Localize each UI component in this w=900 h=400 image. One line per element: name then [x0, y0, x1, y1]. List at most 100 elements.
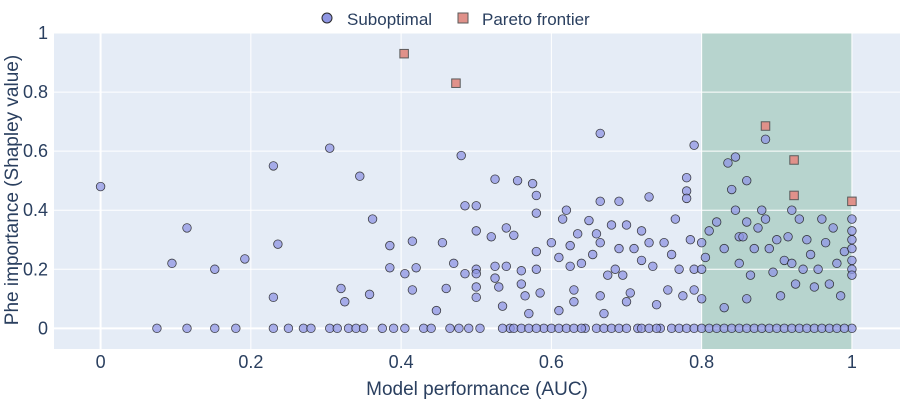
- data-point-suboptimal: [273, 239, 283, 249]
- data-point-suboptimal: [689, 140, 699, 150]
- legend-marker-suboptimal: [321, 12, 333, 24]
- y-tick-label: 1: [38, 23, 48, 43]
- data-point-suboptimal: [268, 292, 279, 303]
- data-point-suboptimal: [787, 205, 797, 215]
- data-point-suboptimal: [828, 223, 838, 233]
- data-point-suboptimal: [152, 323, 162, 334]
- data-point-suboptimal: [775, 291, 786, 301]
- y-axis-title: Phe importance (Shapley value): [2, 55, 23, 325]
- data-point-suboptimal: [621, 297, 632, 307]
- data-point-suboptimal: [460, 268, 470, 279]
- data-point-suboptimal: [753, 223, 763, 233]
- data-point-suboptimal: [595, 237, 605, 248]
- data-point-suboptimal: [95, 181, 106, 192]
- data-point-suboptimal: [471, 292, 481, 303]
- data-point-suboptimal: [531, 264, 542, 274]
- data-point-suboptimal: [471, 282, 481, 292]
- data-point-suboptimal: [824, 279, 835, 289]
- data-point-suboptimal: [167, 258, 177, 269]
- data-point-suboptimal: [723, 158, 733, 168]
- data-point-suboptimal: [738, 232, 748, 242]
- data-point-suboptimal: [306, 323, 316, 334]
- data-point-suboptimal: [531, 323, 542, 334]
- data-point-suboptimal: [809, 282, 820, 292]
- data-point-suboptimal: [407, 285, 418, 295]
- y-axis-ticks: 0 0.2 0.4 0.6 0.8 1: [23, 23, 48, 338]
- data-point-pareto: [789, 155, 799, 165]
- data-point-suboptimal: [711, 217, 722, 227]
- data-point-suboptimal: [460, 201, 470, 211]
- data-point-suboptimal: [757, 205, 767, 215]
- data-point-pareto: [451, 78, 461, 88]
- data-point-suboptimal: [490, 273, 500, 283]
- data-point-suboptimal: [182, 223, 192, 233]
- data-point-suboptimal: [610, 264, 620, 274]
- series-suboptimal: [95, 128, 857, 334]
- data-point-suboptimal: [719, 302, 729, 313]
- data-point-suboptimal: [456, 150, 466, 161]
- data-point-suboptimal: [475, 323, 485, 334]
- y-tick-label: 0.2: [23, 259, 48, 279]
- data-point-suboptimal: [742, 175, 752, 186]
- data-point-suboptimal: [336, 283, 346, 294]
- data-point-suboptimal: [847, 270, 857, 280]
- x-tick-label: 0.2: [238, 352, 263, 372]
- x-tick-label: 0: [96, 352, 106, 372]
- data-point-suboptimal: [599, 308, 609, 319]
- data-point-suboptimal: [760, 214, 771, 224]
- legend-label-suboptimal: Suboptimal: [347, 10, 432, 29]
- data-point-suboptimal: [644, 192, 654, 202]
- data-point-suboptimal: [820, 237, 831, 248]
- data-point-suboptimal: [794, 214, 805, 224]
- data-point-suboptimal: [400, 323, 410, 334]
- data-point-suboptimal: [685, 235, 696, 245]
- data-point-suboptimal: [644, 237, 654, 248]
- data-point-suboptimal: [764, 243, 774, 254]
- x-tick-label: 0.8: [689, 352, 714, 372]
- data-point-suboptimal: [497, 323, 508, 334]
- data-point-suboptimal: [696, 264, 707, 274]
- data-point-suboptimal: [595, 291, 605, 301]
- data-point-suboptimal: [231, 323, 241, 334]
- data-point-suboptimal: [182, 323, 192, 334]
- data-point-suboptimal: [670, 214, 681, 224]
- data-point-suboptimal: [497, 301, 508, 311]
- data-point-suboptimal: [576, 258, 587, 269]
- data-point-suboptimal: [441, 283, 451, 294]
- data-point-suboptimal: [768, 267, 778, 277]
- data-point-suboptimal: [240, 254, 250, 264]
- data-point-suboptimal: [817, 214, 827, 224]
- legend: Suboptimal Pareto frontier: [321, 10, 590, 29]
- data-point-suboptimal: [554, 252, 564, 263]
- x-tick-label: 0.6: [539, 352, 564, 372]
- data-point-suboptimal: [449, 258, 459, 269]
- highlight-band: [701, 33, 852, 349]
- data-point-suboptimal: [340, 297, 350, 307]
- data-point-pareto: [760, 121, 771, 131]
- data-point-suboptimal: [621, 323, 632, 334]
- data-point-suboptimal: [471, 201, 481, 211]
- data-point-suboptimal: [210, 323, 220, 334]
- data-point-suboptimal: [531, 208, 542, 218]
- data-point-suboptimal: [730, 152, 741, 162]
- data-point-suboptimal: [210, 264, 220, 274]
- data-point-suboptimal: [618, 270, 628, 280]
- data-point-suboptimal: [636, 255, 647, 266]
- data-point-suboptimal: [700, 252, 711, 263]
- data-point-suboptimal: [651, 300, 662, 310]
- data-point-suboptimal: [388, 323, 399, 334]
- data-point-suboptimal: [407, 236, 418, 246]
- data-point-suboptimal: [490, 261, 500, 272]
- x-tick-label: 1: [847, 352, 857, 372]
- data-point-suboptimal: [832, 258, 842, 269]
- x-axis-ticks: 0 0.2 0.4 0.6 0.8 1: [96, 352, 857, 372]
- data-point-suboptimal: [689, 285, 699, 295]
- x-tick-label: 0.4: [389, 352, 414, 372]
- data-point-suboptimal: [531, 246, 542, 257]
- data-point-suboptimal: [524, 308, 534, 319]
- data-point-suboptimal: [437, 237, 448, 248]
- data-point-suboptimal: [636, 226, 647, 236]
- data-point-suboptimal: [783, 232, 793, 242]
- data-point-suboptimal: [847, 255, 857, 266]
